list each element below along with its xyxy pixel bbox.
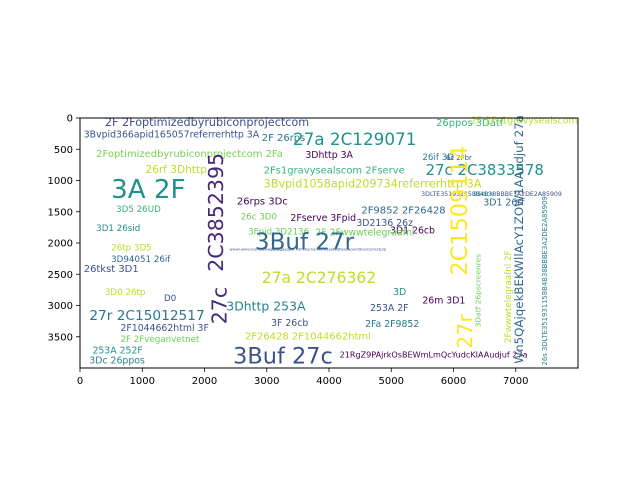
word-39: 3D0 26tp [105, 288, 146, 298]
word-10: 26rf 3Dhttp [145, 164, 207, 176]
word-27: 3D1 26cb [390, 226, 435, 237]
y-tick-label-6: 3000 [48, 301, 73, 312]
y-tick-label-7: 3500 [48, 332, 73, 343]
word-32: 3D94051 26if [111, 255, 171, 265]
y-tick-label-2: 1000 [48, 176, 73, 187]
word-42: 253A 2F [370, 303, 408, 314]
word-56: 2Fwwwtelegraafnl 2F [504, 250, 514, 343]
word-2: 2F 26rps [262, 133, 305, 144]
word-41: 3Dhttp 253A [226, 299, 306, 314]
x-tick-label-5: 5000 [379, 376, 404, 387]
word-layer: 2F 2Foptimizedbyrubiconprojectcom3Bvpid3… [84, 115, 578, 370]
x-tick-label-3: 3000 [254, 376, 279, 387]
x-tick-label-7: 7000 [503, 376, 528, 387]
y-axis: 0 500 1000 1500 2000 2500 3000 3500 [48, 114, 80, 343]
word-40: D0 [164, 294, 176, 304]
word-25: 2C3852395 [204, 153, 228, 272]
y-tick-label-4: 2000 [48, 239, 73, 250]
word-22: 2Fserve 3Fpid [290, 213, 356, 224]
word-7: 2F 2Fs1gravysealscom [471, 116, 578, 127]
word-31: 26tp 3D5 [111, 244, 152, 254]
word-38: 26m 3D1 [422, 296, 465, 307]
word-37: 3D [393, 287, 406, 298]
word-33: 2C1509114 [447, 146, 473, 276]
word-55: Wn5QAjqekBEKWllAcY1ZOW1AAudjuf 27a [512, 115, 526, 364]
word-15: 3DLTE351931158B4B38BBBE3A2DE2A85909 [421, 191, 562, 198]
word-46: 2Fa 2F9852 [365, 319, 419, 330]
word-34: 26tkst 3D1 [84, 264, 139, 275]
word-18: 3D1 26rf [483, 198, 525, 209]
word-3: 27a 2C129071 [293, 129, 417, 149]
word-13: 3A 2F [111, 175, 185, 205]
word-51: 253A 252F [92, 346, 142, 357]
x-tick-label-0: 0 [77, 376, 83, 387]
word-9: 6c 2Fbr [446, 154, 472, 162]
word-50: 27r [453, 313, 477, 348]
word-5: 3Dhttp 3A [305, 150, 353, 161]
word-47: 2F1044662html 3F [120, 323, 208, 334]
word-16: 26clck [473, 191, 493, 198]
word-24: 3D1 26sid [96, 224, 140, 234]
y-tick-label-1: 500 [54, 145, 73, 156]
word-23: 3D2136 26z [356, 218, 413, 229]
word-21: 26c 3D0 [241, 212, 277, 222]
word-54: 3Dc 26ppos [89, 356, 145, 367]
word-6: 26ppos 3Datf [436, 118, 504, 129]
x-tick-label-4: 4000 [316, 376, 341, 387]
x-axis: 0 1000 2000 3000 4000 5000 6000 7000 [77, 368, 528, 387]
word-1: 3Bvpid366apid165057referrerhttp 3A [84, 129, 260, 140]
word-53: 21RgZ9PAjrkOsBEWmLmQcYudcKIAAudjuf 27a [340, 349, 528, 359]
word-11: 2Fs1gravysealscom 2Fserve [264, 166, 405, 177]
word-28: 2F 2Fwwwtelegraafnl [315, 228, 414, 239]
word-20: 2F9852 2F26428 [361, 206, 445, 217]
word-44: 27r 2C15012517 [89, 308, 204, 324]
word-45: 3F 26cb [271, 318, 308, 329]
word-49: 2F 2Fveganvetnet [120, 335, 200, 345]
word-0: 2F 2Foptimizedbyrubiconprojectcom [105, 116, 309, 129]
word-19: 3D5 26UD [116, 205, 161, 215]
word-26: 3Fpid 3D2136 [248, 227, 309, 237]
word-17: 26rps 3Dc [237, 196, 288, 207]
word-52: 3Buf 27c [233, 344, 333, 370]
word-48: 2F26428 2F1044662html [245, 331, 371, 342]
word-8: 26if 3D [422, 153, 454, 163]
word-14: 3Bvpid1058apid209734referrerhttp 3A [264, 177, 482, 190]
word-4: 2Foptimizedbyrubiconprojectcom 2Fa [96, 149, 283, 160]
y-tick-label-0: 0 [67, 114, 73, 125]
word-57: 26s 3DLTE351931158B4B38BBBE3A2DE2A85909 [541, 196, 549, 365]
word-29: 3Buf 27r [255, 229, 355, 255]
word-35: 27a 2C276362 [262, 269, 376, 287]
x-tick-label-2: 2000 [192, 376, 217, 387]
y-tick-label-5: 2500 [48, 270, 73, 281]
word-12: 27c 2C3833578 [425, 161, 543, 179]
y-tick-label-3: 1500 [48, 207, 73, 218]
word-43: 3Datf 26pscreenres [473, 254, 482, 328]
word-36: 27c [207, 287, 231, 324]
x-tick-label-1: 1000 [130, 376, 155, 387]
word-30: wwwLawrenceMeowwggogggyppvl...dFEEarnann… [229, 248, 386, 252]
x-tick-label-6: 6000 [441, 376, 466, 387]
